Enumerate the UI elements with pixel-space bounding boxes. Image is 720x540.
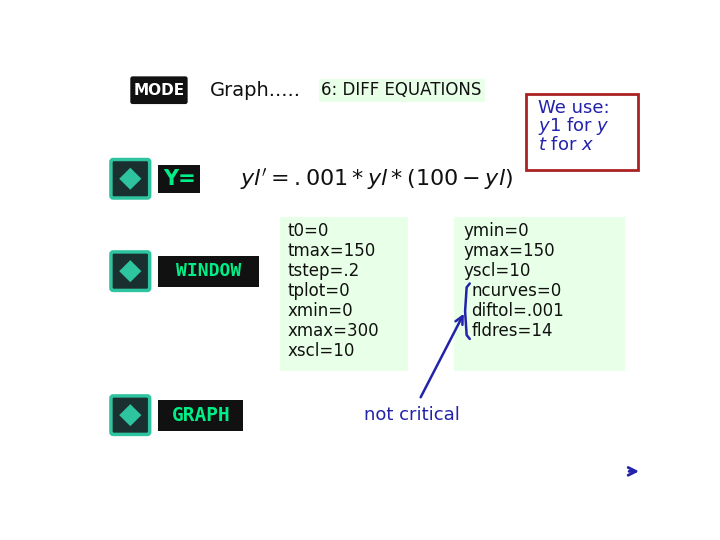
FancyBboxPatch shape bbox=[454, 217, 625, 372]
FancyBboxPatch shape bbox=[111, 159, 150, 198]
FancyBboxPatch shape bbox=[280, 217, 408, 372]
Text: tplot=0: tplot=0 bbox=[287, 282, 350, 300]
Text: tstep=.2: tstep=.2 bbox=[287, 262, 360, 280]
Text: GRAPH: GRAPH bbox=[171, 406, 230, 424]
FancyBboxPatch shape bbox=[111, 252, 150, 291]
FancyBboxPatch shape bbox=[526, 94, 638, 170]
Text: xmax=300: xmax=300 bbox=[287, 322, 379, 340]
Polygon shape bbox=[120, 404, 141, 426]
Text: $y1$ for $y$: $y1$ for $y$ bbox=[538, 116, 610, 137]
Polygon shape bbox=[120, 260, 141, 282]
Text: fldres=14: fldres=14 bbox=[472, 322, 553, 340]
Text: $yl' = .001*yl*(100 - yl)$: $yl' = .001*yl*(100 - yl)$ bbox=[240, 166, 513, 192]
FancyBboxPatch shape bbox=[130, 76, 188, 104]
Text: diftol=.001: diftol=.001 bbox=[472, 302, 564, 320]
Text: ymin=0: ymin=0 bbox=[464, 222, 529, 240]
Text: xscl=10: xscl=10 bbox=[287, 342, 355, 360]
Text: ymax=150: ymax=150 bbox=[464, 242, 555, 260]
FancyBboxPatch shape bbox=[158, 165, 200, 193]
Text: We use:: We use: bbox=[538, 99, 610, 117]
Polygon shape bbox=[120, 168, 141, 190]
Text: xmin=0: xmin=0 bbox=[287, 302, 354, 320]
Text: MODE: MODE bbox=[133, 83, 184, 98]
FancyBboxPatch shape bbox=[319, 79, 485, 102]
FancyBboxPatch shape bbox=[111, 396, 150, 434]
Text: 6: DIFF EQUATIONS: 6: DIFF EQUATIONS bbox=[321, 81, 482, 99]
FancyBboxPatch shape bbox=[158, 256, 259, 287]
Text: t0=0: t0=0 bbox=[287, 222, 329, 240]
Text: WINDOW: WINDOW bbox=[176, 262, 241, 280]
Text: Graph.....: Graph..... bbox=[210, 80, 301, 100]
Text: tmax=150: tmax=150 bbox=[287, 242, 376, 260]
Text: $t$ for $x$: $t$ for $x$ bbox=[538, 136, 594, 154]
Text: ncurves=0: ncurves=0 bbox=[472, 282, 562, 300]
FancyBboxPatch shape bbox=[158, 400, 243, 430]
Text: not critical: not critical bbox=[364, 406, 459, 424]
Text: Y=: Y= bbox=[163, 169, 196, 189]
Text: yscl=10: yscl=10 bbox=[464, 262, 531, 280]
